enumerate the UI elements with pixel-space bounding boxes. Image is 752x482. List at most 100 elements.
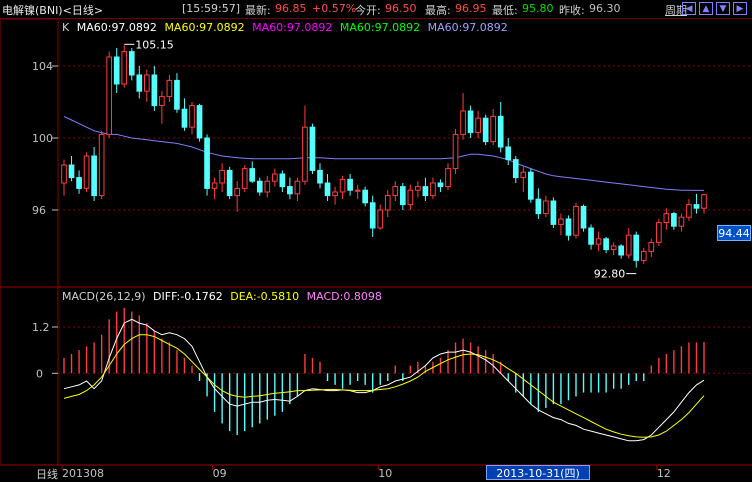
candle — [407, 184, 414, 210]
macd-legend: MACD(26,12,9) DIFF:-0.1762 DEA:-0.5810 M… — [62, 290, 386, 303]
candle-body-up — [520, 171, 527, 179]
ma60-line — [63, 115, 704, 191]
candle-body-down — [399, 186, 406, 206]
high-value: 96.95 — [455, 2, 487, 15]
candle — [128, 48, 135, 81]
candle-body-down — [482, 117, 489, 143]
candle — [482, 114, 489, 146]
candle — [497, 102, 504, 153]
candle — [558, 213, 564, 236]
quote-time: [15:59:57] — [182, 2, 240, 15]
candle — [159, 91, 165, 124]
left-arrow-icon[interactable]: ◀ — [682, 2, 696, 15]
candle-body-up — [655, 222, 662, 243]
ma-legend-5: MA60:97.0892 — [427, 21, 508, 34]
candle-body-up — [595, 238, 602, 245]
candle — [422, 177, 429, 201]
candle — [460, 93, 466, 140]
latest-value: 96.85 — [275, 2, 307, 15]
candle-body-up — [106, 56, 113, 135]
x-tick-label: 201308 — [62, 467, 104, 480]
candle — [437, 179, 444, 192]
y-axis-panel — [0, 18, 59, 466]
candle — [603, 237, 609, 254]
candle-body-down — [603, 238, 609, 251]
candle — [595, 231, 602, 252]
candle — [151, 66, 158, 111]
candle — [701, 193, 707, 214]
candle-body-up — [332, 191, 338, 197]
candle-body-down — [347, 178, 353, 191]
candle-body-down — [535, 198, 542, 215]
candle-body-up — [302, 126, 308, 182]
candle — [392, 181, 399, 201]
candle-body-down — [151, 74, 158, 107]
candle-body-down — [580, 205, 587, 229]
candle-body-down — [136, 74, 143, 92]
candle-body-down — [618, 245, 625, 256]
candle — [512, 156, 519, 183]
candle — [189, 102, 195, 135]
candle — [655, 219, 662, 246]
candle — [287, 177, 293, 200]
candle-body-down — [76, 177, 82, 189]
zoom-out-icon[interactable]: ▼ — [716, 2, 730, 15]
candle-body-up — [686, 204, 692, 218]
candle — [113, 48, 120, 93]
candle-body-up — [354, 189, 361, 192]
candle-body-up — [407, 189, 414, 206]
macd-diff-text: DIFF:-0.1762 — [153, 290, 223, 303]
candle-body-up — [701, 194, 707, 209]
macd-lines — [63, 318, 705, 442]
kline-y-tick: 96 — [32, 204, 46, 217]
period-button[interactable]: 周期 — [665, 4, 687, 17]
candle-body-down — [437, 182, 444, 188]
candle — [648, 238, 655, 257]
candle-body-down — [128, 51, 135, 76]
candle — [91, 147, 97, 201]
cursor-date-label: 2013-10-31(四) — [486, 465, 590, 480]
candle — [196, 103, 203, 142]
candle-body-down — [422, 186, 429, 197]
candle-body-down — [633, 234, 640, 261]
candle-body-down — [671, 213, 677, 227]
candle-body-down — [174, 79, 180, 110]
candle — [181, 98, 188, 131]
right-arrow-icon[interactable]: ▶ — [733, 2, 747, 15]
candle-body-down — [287, 186, 293, 195]
candle-body-down — [497, 115, 504, 148]
candle — [347, 174, 353, 196]
candle-body-down — [505, 146, 512, 161]
candle-body-down — [91, 155, 97, 197]
high-label: 最高: — [425, 4, 451, 17]
candle — [467, 105, 474, 138]
candle — [106, 51, 113, 138]
candlesticks — [61, 45, 707, 268]
high-mark-label: 105.15 — [135, 38, 174, 51]
candle-body-up — [558, 218, 564, 225]
candle — [61, 159, 67, 196]
candle-body-up — [143, 74, 150, 92]
candle-body-down — [565, 218, 572, 236]
candle — [76, 170, 82, 194]
candle — [279, 170, 286, 192]
low-mark-label: 92.80 — [594, 268, 626, 281]
candle-body-up — [663, 213, 670, 224]
grid-lines — [58, 65, 752, 374]
candle — [610, 242, 617, 255]
candle — [671, 211, 677, 230]
candle-body-up — [625, 234, 632, 256]
candle-body-down — [113, 56, 120, 85]
candle-body-down — [527, 171, 534, 200]
candle — [543, 195, 549, 218]
candle — [633, 231, 640, 268]
macd-legend-name: MACD(26,12,9) — [62, 290, 146, 303]
candle — [384, 190, 391, 218]
candle — [68, 156, 75, 182]
candle — [339, 175, 346, 200]
diff-line — [63, 318, 705, 442]
x-axis-labels: 201308 09 10 12 — [61, 465, 671, 480]
candle — [520, 166, 527, 192]
zoom-in-icon[interactable]: ▲ — [699, 2, 713, 15]
